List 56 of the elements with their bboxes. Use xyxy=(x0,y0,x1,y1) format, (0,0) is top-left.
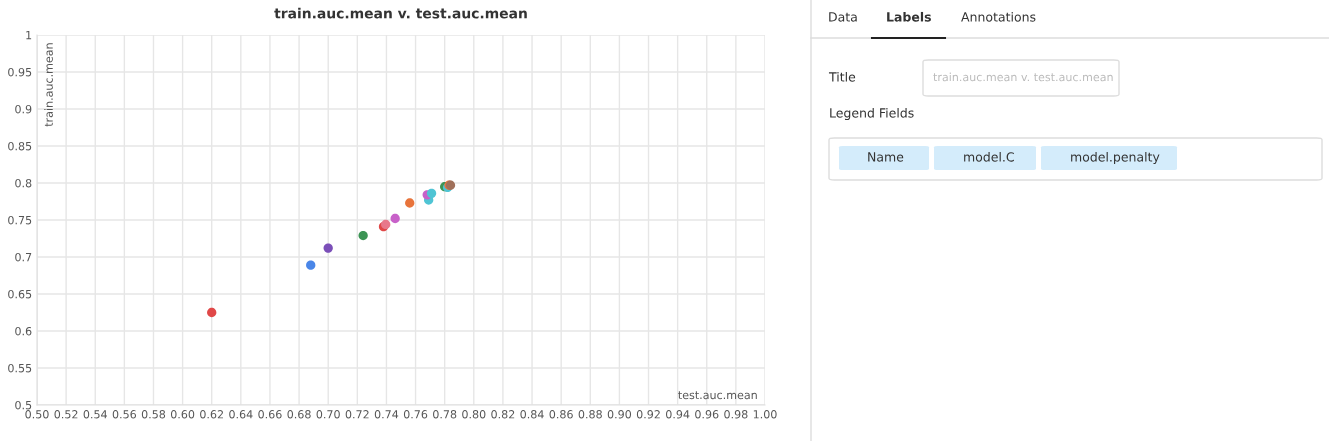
text: Title xyxy=(828,71,856,82)
x-tick-label: 0.86 xyxy=(549,410,573,419)
text: model.C xyxy=(964,151,1014,162)
x-tick-label: 0.64 xyxy=(229,410,253,419)
x-tick-label: 0.60 xyxy=(170,410,195,419)
text: Data xyxy=(829,12,857,22)
x-tick-label: 0.50 xyxy=(25,410,49,419)
y-tick-label: 0.9 xyxy=(15,104,32,114)
x-tick-label: 0.66 xyxy=(258,410,282,419)
y-axis-title: train.auc.mean xyxy=(44,43,53,127)
y-tick-label: 0.55 xyxy=(8,363,32,373)
x-tick-label: 0.76 xyxy=(403,410,428,419)
point xyxy=(358,230,368,241)
y-tick-label: 0.85 xyxy=(8,141,32,151)
x-tick-label: 0.70 xyxy=(316,410,340,419)
x-tick-label: 0.94 xyxy=(666,410,690,419)
x-tick-label: 0.74 xyxy=(374,410,399,419)
text: Legend Fields xyxy=(830,107,914,121)
y-tick-label: 0.6 xyxy=(15,326,32,336)
x-tick-label: 0.72 xyxy=(345,410,369,419)
y-tick-label: 0.95 xyxy=(8,67,32,77)
y-tick-label: 0.5 xyxy=(15,400,32,410)
x-tick-label: 1.00 xyxy=(753,410,777,419)
x-axis-title: test.auc.mean xyxy=(678,391,757,400)
x-tick-label: 0.84 xyxy=(520,410,544,419)
x-tick-label: 0.78 xyxy=(433,410,457,419)
y-tick-label: 0.65 xyxy=(8,289,32,299)
x-tick-label: 0.82 xyxy=(491,410,515,419)
x-tick-label: 0.62 xyxy=(200,410,223,419)
y-tick-label: 0.75 xyxy=(8,215,32,225)
x-tick-label: 0.96 xyxy=(695,410,719,419)
x-tick-label: 0.90 xyxy=(607,410,632,419)
x-tick-label: 0.92 xyxy=(636,410,660,419)
x-tick-label: 0.68 xyxy=(287,410,311,419)
y-tick-label: 0.8 xyxy=(15,178,32,188)
x-tick-label: 0.54 xyxy=(83,410,107,419)
point xyxy=(405,198,415,208)
point xyxy=(390,213,400,224)
x-tick-label: 0.80 xyxy=(462,410,486,419)
text: Name xyxy=(868,152,904,162)
point xyxy=(426,188,437,199)
point xyxy=(207,307,217,318)
text: Annotations xyxy=(961,11,1036,22)
text: model.penalty xyxy=(1071,151,1160,165)
y-tick-label: 1 xyxy=(26,31,32,40)
text: train.auc.mean v. test.auc.mean xyxy=(933,72,1113,82)
point xyxy=(323,243,333,253)
x-tick-label: 0.58 xyxy=(141,410,166,419)
x-tick-label: 0.98 xyxy=(724,410,748,419)
x-tick-label: 0.52 xyxy=(54,410,78,419)
y-tick-label: 0.7 xyxy=(15,252,32,262)
x-tick-label: 0.56 xyxy=(112,410,137,419)
x-tick-label: 0.88 xyxy=(578,410,602,419)
chart-title: train.auc.mean v. test.auc.mean xyxy=(274,7,527,19)
text: Labels xyxy=(887,11,931,22)
point xyxy=(306,260,316,270)
